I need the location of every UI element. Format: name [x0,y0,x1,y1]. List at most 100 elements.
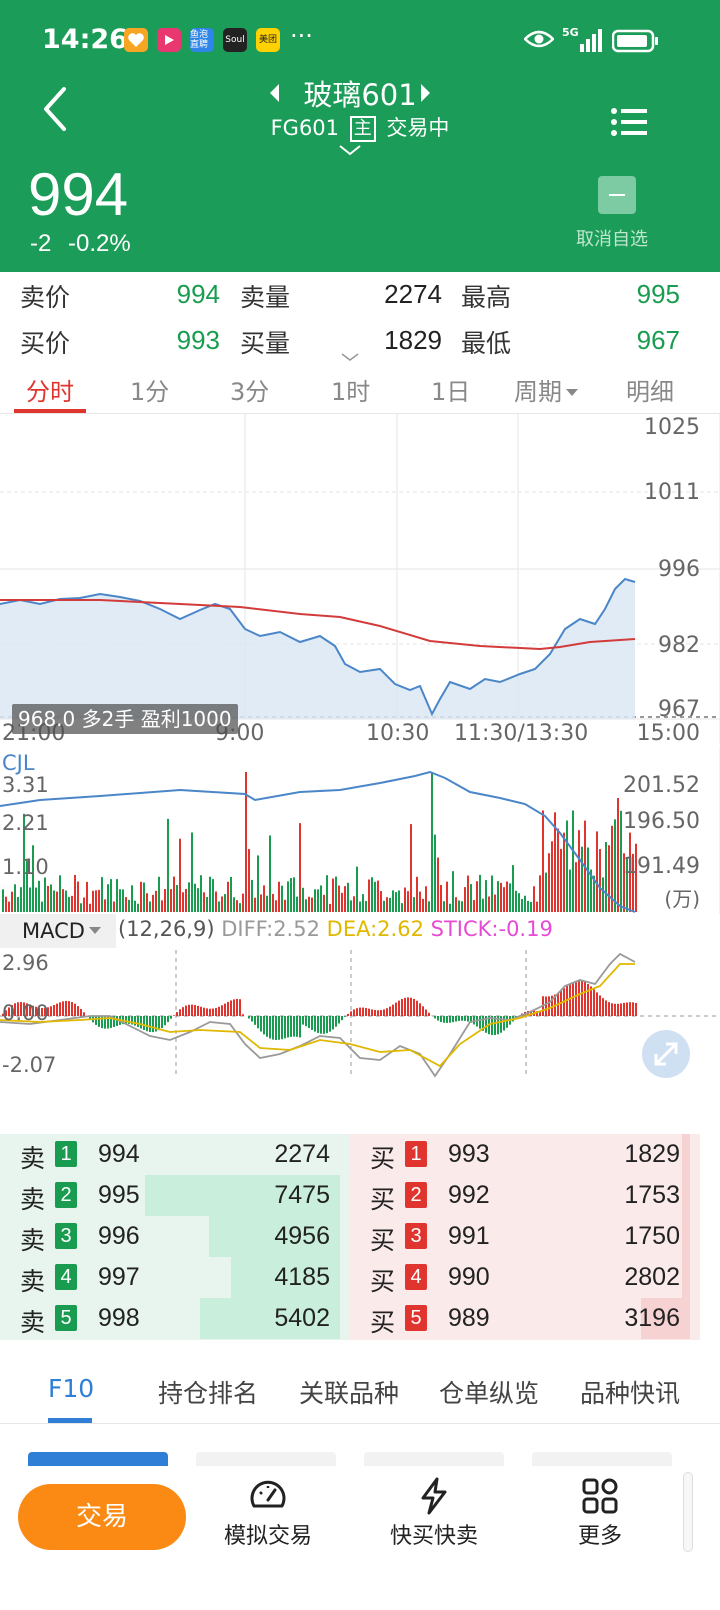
macd-bar [203,1007,205,1016]
last-price: 994 [28,161,129,228]
macd-bar [74,1003,76,1016]
macd-bar [50,1006,52,1016]
buy-side-label: 买 [370,1145,396,1173]
next-contract-arrow-icon[interactable] [421,84,430,102]
volume-bar [476,881,478,912]
nav-simulated-trading[interactable]: 模拟交易 [198,1476,338,1566]
prev-contract-arrow-icon[interactable] [270,84,279,102]
vol-left-tick-1: 3.31 [2,773,49,797]
macd-bar [596,992,598,1016]
nav-simulated-trading-label: 模拟交易 [223,1524,312,1549]
macd-bar [482,1016,484,1031]
macd-bar [209,1008,211,1016]
nav-more[interactable]: 更多 [530,1476,670,1566]
buy-level-1[interactable]: 买 1 993 1829 [350,1134,690,1175]
macd-bar [416,1000,418,1016]
macd-chart[interactable]: 2.96 0.00 -2.07 [0,950,720,1090]
list-menu-icon[interactable] [610,106,650,138]
volume-chart[interactable]: CJL 3.31 2.21 1.10 201.52 196.50 191.49 … [0,748,720,914]
intraday-chart[interactable]: 1025 1011 996 982 967 21:00 9:00 10:30 1… [0,414,720,744]
volume-bar [563,832,565,912]
macd-bar [242,1014,244,1016]
sell-level-3[interactable]: 卖 3 996 4956 [0,1216,340,1257]
volume-bar [335,876,337,912]
tab-1day[interactable]: 1日 [431,378,471,406]
sell-level-2[interactable]: 卖 2 995 7475 [0,1175,340,1216]
macd-bar [23,1002,25,1016]
caret-down-icon [566,389,578,396]
trade-button[interactable]: 交易 [18,1484,186,1550]
buy-depth-bar [682,1175,690,1216]
volume-bar [323,894,325,912]
tab-warehouse[interactable]: 仓单纵览 [439,1379,540,1408]
sell-level-4[interactable]: 卖 4 997 4185 [0,1257,340,1298]
sell-level-1[interactable]: 卖 1 994 2274 [0,1134,340,1175]
volume-bar [401,903,403,912]
macd-bar [530,1010,532,1016]
macd-bar [173,1015,175,1016]
macd-bar [134,1016,136,1026]
volume-bar [467,875,469,912]
tab-related[interactable]: 关联品种 [299,1379,400,1408]
macd-values: (12,26,9) DIFF:2.52 DEA:2.62 STICK:-0.19 [118,917,553,941]
volume-bar [488,896,490,912]
sell-level-qty: 5402 [274,1304,330,1332]
volume-bar [365,900,367,912]
macd-bar [179,1009,181,1016]
soul-app-icon: Soul [223,28,247,52]
macd-bar [143,1016,145,1031]
buy-level-4[interactable]: 买 4 990 2802 [350,1257,690,1298]
sell-level-5[interactable]: 卖 5 998 5402 [0,1298,340,1339]
volume-bar [71,895,73,912]
buy-level-2[interactable]: 买 2 992 1753 [350,1175,690,1216]
tab-f10[interactable]: F10 [48,1374,95,1403]
back-arrow-icon[interactable] [36,84,76,134]
macd-bar [20,1002,22,1016]
volume-bar [383,900,385,912]
remove-favorite-button[interactable] [598,176,636,214]
macd-bar [392,1004,394,1016]
macd-bar [440,1016,442,1022]
tab-1hour[interactable]: 1时 [331,378,371,406]
volume-bar [536,901,538,912]
volume-bar [575,862,577,912]
macd-bar [302,1016,304,1025]
volume-bar [35,887,37,912]
nav-quick-trade[interactable]: 快买快卖 [364,1476,504,1566]
macd-bar [224,1003,226,1016]
buy-level-5[interactable]: 买 5 989 3196 [350,1298,690,1339]
expand-quote-chevron-icon[interactable] [340,352,360,362]
scrollbar[interactable] [683,1472,693,1552]
position-tag[interactable]: 968.0 多2手 盈利1000 [12,704,238,734]
tab-detail[interactable]: 明细 [626,378,674,406]
macd-bar [98,1016,100,1027]
fullscreen-button[interactable] [642,1030,690,1078]
tab-3min[interactable]: 3分 [230,378,270,406]
volume-bar [368,879,370,912]
macd-bar [278,1016,280,1040]
volume-bar [155,890,157,912]
volume-bar [119,889,121,912]
macd-bar [326,1016,328,1034]
tab-intraday[interactable]: 分时 [26,378,74,406]
volume-bar [470,884,472,912]
buy-level-3[interactable]: 买 3 991 1750 [350,1216,690,1257]
macd-bar [65,1000,67,1016]
bid-volume-value: 1829 [384,325,442,355]
volume-bar [635,843,637,912]
tab-news[interactable]: 品种快讯 [580,1379,681,1408]
sell-depth-bar [209,1216,340,1257]
remove-favorite-label[interactable]: 取消自选 [576,229,648,250]
volume-bar [338,885,340,912]
volume-bar [113,901,115,912]
volume-bar [272,893,274,912]
macd-bar [170,1016,172,1019]
tab-1min[interactable]: 1分 [130,378,170,406]
macd-bar [386,1008,388,1016]
tab-period[interactable]: 周期 [514,372,578,407]
indicator-selector[interactable]: MACD [0,914,116,948]
volume-bar [503,887,505,912]
tab-position-rank[interactable]: 持仓排名 [158,1379,259,1408]
volume-bar [527,900,529,912]
chevron-down-icon[interactable] [338,144,362,156]
